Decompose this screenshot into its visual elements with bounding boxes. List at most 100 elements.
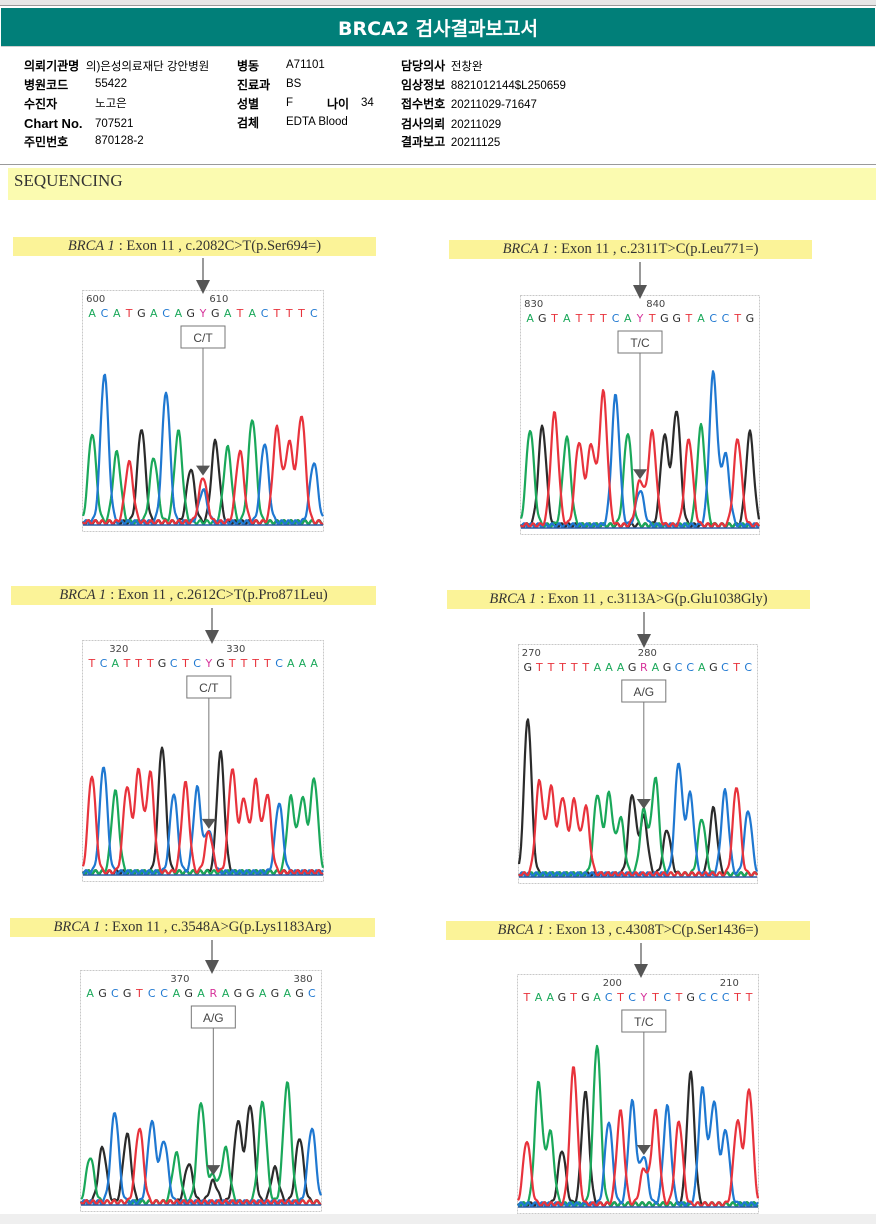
base-call: C	[193, 657, 201, 670]
base-call: T	[297, 307, 305, 320]
base-call: T	[733, 312, 741, 325]
base-call: A	[310, 657, 318, 670]
base-call: Y	[636, 312, 644, 325]
genotype-call: C/T	[199, 681, 219, 695]
field-chart-no-label: Chart No.	[24, 116, 83, 131]
field-label: 담당의사	[401, 59, 446, 73]
variant-peak-arrow-icon	[196, 465, 210, 476]
field-resident-no-label: 주민번호	[24, 133, 68, 150]
field-value: 707521	[95, 118, 134, 130]
section-title: SEQUENCING	[14, 171, 123, 190]
base-call: G	[98, 987, 107, 1000]
base-call: A	[535, 991, 543, 1004]
field-value: 의)은성의료재단 강안병원	[85, 61, 210, 73]
genotype-call: T/C	[634, 1015, 654, 1029]
variant-peak-arrow-icon	[633, 469, 647, 480]
base-call: T	[87, 657, 95, 670]
base-call: C	[675, 661, 683, 674]
gene-name: BRCA 1	[67, 238, 115, 254]
base-call: T	[522, 991, 530, 1004]
header-divider	[0, 164, 876, 165]
field-label: 나이	[327, 97, 350, 111]
base-call: Y	[639, 991, 647, 1004]
base-call: G	[581, 991, 590, 1004]
label-pointer-arrow-icon	[634, 964, 648, 978]
base-call: R	[640, 661, 648, 674]
base-call: C	[612, 312, 620, 325]
position-tick-label: 380	[294, 974, 313, 985]
base-call: C	[275, 657, 283, 670]
base-call: C	[686, 661, 694, 674]
base-call: T	[125, 307, 133, 320]
position-tick-label: 270	[522, 648, 541, 659]
field-value: 8821012144$L250659	[450, 80, 566, 92]
field-value: 870128-2	[95, 135, 144, 147]
base-call: A	[173, 987, 181, 1000]
field-clinical-info: 임상정보 8821012144$L250659	[401, 76, 566, 93]
field-value: 전창완	[450, 61, 483, 73]
field-department-value: BS	[286, 76, 301, 90]
base-call: G	[295, 987, 304, 1000]
genotype-call: A/G	[203, 1011, 224, 1025]
base-call: Y	[204, 657, 212, 670]
variant-description: : Exon 11 , c.3548A>G(p.Lys1183Arg)	[104, 919, 332, 935]
field-chart-no-value: 707521	[95, 116, 133, 130]
variant-peak-arrow-icon	[206, 1165, 221, 1176]
base-call: G	[660, 312, 669, 325]
field-value: 55422	[95, 78, 127, 90]
variant-label-1: BRCA 1: Exon 11 , c.2082C>T(p.Ser694=)	[13, 237, 376, 256]
base-call: T	[651, 991, 659, 1004]
genotype-call-box	[186, 675, 232, 699]
base-call: T	[599, 312, 607, 325]
page-bottom-edge	[0, 1214, 876, 1224]
field-hospital-code-label: 병원코드	[24, 76, 68, 93]
base-call: C	[160, 987, 168, 1000]
base-call: A	[593, 991, 601, 1004]
genotype-call-box	[190, 1005, 236, 1029]
base-call: A	[594, 661, 602, 674]
base-call: C	[148, 987, 156, 1000]
base-call: G	[137, 307, 146, 320]
base-call: G	[123, 987, 132, 1000]
base-call: C	[722, 991, 730, 1004]
field-label: 결과보고	[401, 135, 446, 149]
field-label: 검체	[237, 116, 260, 130]
base-call: G	[558, 991, 567, 1004]
base-call: T	[240, 657, 248, 670]
base-call: G	[663, 661, 672, 674]
base-call: C	[100, 657, 108, 670]
base-call: T	[733, 991, 741, 1004]
variant-peak-arrow-icon	[201, 818, 216, 829]
genotype-call: T/C	[630, 336, 650, 350]
position-tick-label: 610	[209, 294, 228, 305]
base-call: T	[236, 307, 244, 320]
field-value: A71101	[286, 59, 325, 71]
base-call: C	[310, 307, 318, 320]
base-call: A	[697, 312, 705, 325]
base-call: A	[113, 307, 121, 320]
base-call: G	[211, 307, 220, 320]
field-label: 진료과	[237, 78, 271, 92]
genotype-call: C/T	[193, 331, 213, 345]
base-call: T	[570, 661, 578, 674]
variant-peak-arrow-icon	[636, 1145, 651, 1155]
base-call: G	[672, 312, 681, 325]
field-value: 20211029	[450, 119, 502, 131]
label-pointer-arrow-icon	[205, 960, 219, 974]
base-call: A	[248, 307, 256, 320]
field-label: 주민번호	[24, 135, 69, 149]
gene-name: BRCA 1	[59, 587, 107, 603]
base-call: A	[175, 307, 183, 320]
base-call: A	[222, 987, 230, 1000]
base-call: A	[111, 657, 119, 670]
field-label: 의뢰기관명	[24, 59, 80, 73]
window-top-edge	[0, 0, 876, 6]
trace-A	[82, 777, 325, 876]
base-call: C	[111, 987, 119, 1000]
base-call: A	[86, 987, 94, 1000]
gene-name: BRCA 1	[502, 241, 550, 257]
trace-T	[81, 767, 324, 876]
